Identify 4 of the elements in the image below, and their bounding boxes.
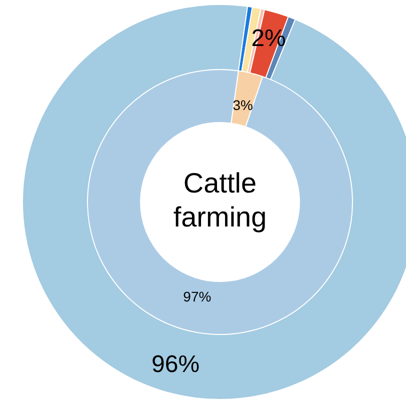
data-label: 97% [183, 288, 212, 305]
text: Cattle farming [173, 168, 267, 233]
data-label: 96% [152, 351, 200, 378]
data-label: 3% [232, 97, 253, 114]
